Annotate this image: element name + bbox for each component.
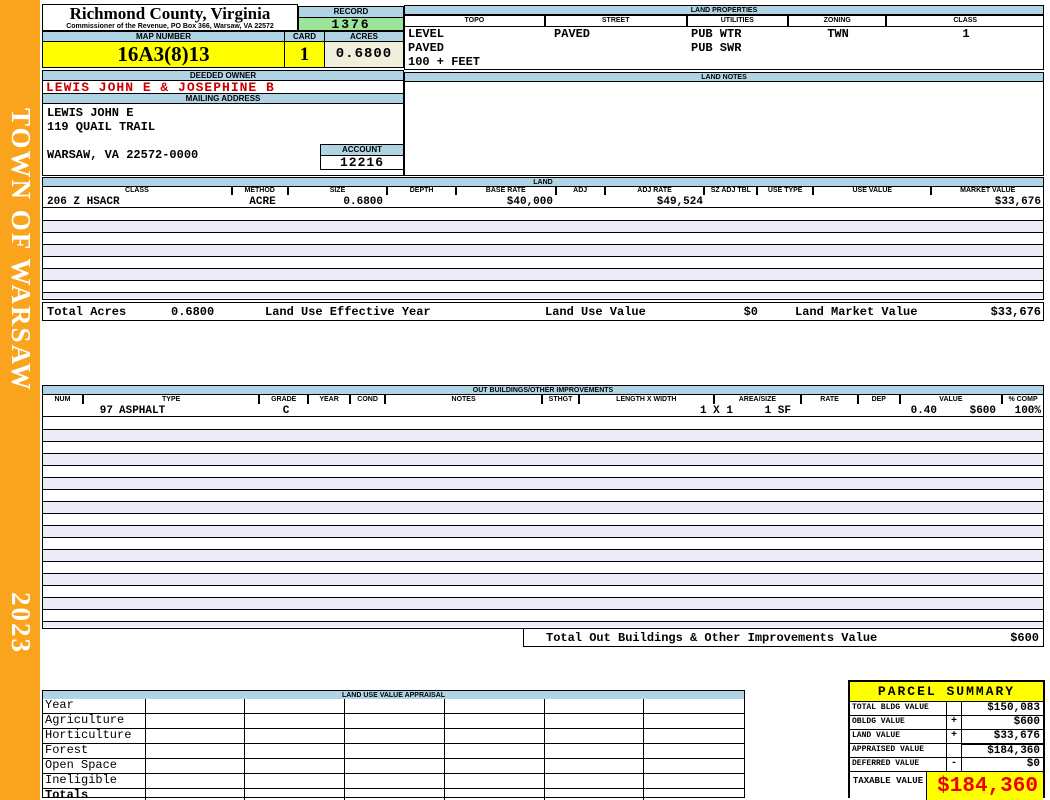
street-value: PAVED <box>554 27 591 41</box>
ps-row-value: $600 <box>1013 716 1040 728</box>
acres-value: 0.6800 <box>324 41 404 68</box>
ob-row-pct-comp: 100% <box>1014 405 1041 417</box>
land-use-value-label: Land Use Value <box>545 305 646 319</box>
parcel-summary: PARCEL SUMMARY TOTAL BLDG VALUE $150,083… <box>848 680 1045 800</box>
ps-row-label: TOTAL BLDG VALUE <box>850 702 947 715</box>
land-properties-title: LAND PROPERTIES <box>404 5 1044 15</box>
land-row-base-rate: $40,000 <box>506 196 553 208</box>
out-buildings-total-value: $600 <box>1010 631 1039 645</box>
appraisal-row-forest: Forest <box>43 744 744 759</box>
ps-row-label: LAND VALUE <box>850 730 947 743</box>
ps-row-value: $33,676 <box>993 730 1040 742</box>
land-row-market-value: $33,676 <box>994 196 1041 208</box>
mailing-line-3: WARSAW, VA 22572-0000 <box>47 148 199 162</box>
ps-row-label: DEFERRED VALUE <box>850 758 947 771</box>
land-market-value-label: Land Market Value <box>795 305 918 319</box>
land-properties-values: LEVEL PAVED 100 + FEET PAVED PUB WTR PUB… <box>404 26 1044 70</box>
parcel-summary-row: OBLDG VALUE + $600 <box>850 715 1043 729</box>
land-data-row: 206 Z HSACR ACRE 0.6800 $40,000 $49,524 … <box>43 195 1043 208</box>
land-empty-rows <box>43 209 1043 298</box>
out-buildings-total-label: Total Out Buildings & Other Improvements… <box>546 631 878 645</box>
appraisal-row-label: Totals <box>43 789 146 800</box>
topo-value-1: LEVEL <box>408 27 445 41</box>
land-table-body: 206 Z HSACR ACRE 0.6800 $40,000 $49,524 … <box>42 195 1044 300</box>
taxable-value-amount: $184,360 <box>937 775 1038 798</box>
out-buildings-empty-rows <box>43 418 1043 627</box>
county-header-box: Richmond County, Virginia Commissioner o… <box>42 4 298 31</box>
ob-row-num: 97 <box>99 405 113 417</box>
sidebar-town-title: TOWN OF WARSAW <box>6 108 36 393</box>
land-row-size: 0.6800 <box>343 196 383 208</box>
appraisal-row-totals: Totals <box>43 789 744 800</box>
taxable-value-label: TAXABLE VALUE <box>850 772 927 800</box>
out-buildings-header: NUM TYPE GRADE YEAR COND NOTES STHGT LEN… <box>42 394 1045 405</box>
land-use-value: $0 <box>743 305 758 319</box>
ps-row-value: $150,083 <box>987 702 1040 714</box>
out-buildings-total-row: Total Out Buildings & Other Improvements… <box>523 628 1044 647</box>
land-use-appraisal-table: Year Agriculture Horticulture Forest Ope… <box>42 699 745 800</box>
ps-row-value: $0 <box>1026 758 1040 770</box>
ps-row-op: + <box>947 716 962 729</box>
parcel-summary-row: DEFERRED VALUE - $0 <box>850 757 1043 771</box>
appraisal-row-label: Open Space <box>43 759 146 773</box>
ob-row-type: ASPHALT <box>119 405 166 417</box>
zoning-value: TWN <box>827 27 849 41</box>
utilities-value-1: PUB WTR <box>691 27 742 41</box>
parcel-summary-row: APPRAISED VALUE $184,360 <box>850 743 1043 757</box>
total-acres-value: 0.6800 <box>171 305 215 319</box>
land-notes-box <box>404 81 1044 176</box>
out-buildings-data-row: 97 ASPHALT C 1 X 1 1 SF 0.40 $600 100% <box>43 404 1043 417</box>
map-number-value: 16A3(8)13 <box>42 41 285 68</box>
sidebar-year: 2023 <box>6 592 36 654</box>
ps-row-op: - <box>947 758 962 771</box>
land-row-class: 206 Z HSACR <box>47 196 120 208</box>
ob-row-length-width: 1 X 1 <box>699 405 733 417</box>
mailing-line-1: LEWIS JOHN E <box>47 106 134 120</box>
county-title: Richmond County, Virginia <box>69 4 271 23</box>
appraisal-row-label: Forest <box>43 744 146 758</box>
appraisal-row-label: Ineligible <box>43 774 146 788</box>
card-value: 1 <box>284 41 325 68</box>
ps-row-value: $184,360 <box>962 744 1043 757</box>
land-row-method: ACRE <box>249 196 276 208</box>
utilities-value-2: PUB SWR <box>691 41 742 55</box>
parcel-summary-row: LAND VALUE + $33,676 <box>850 729 1043 743</box>
deeded-owner-value: LEWIS JOHN E & JOSEPHINE B <box>42 80 404 94</box>
appraisal-row-label: Agriculture <box>43 714 146 728</box>
ob-row-area-size: 1 SF <box>764 405 791 417</box>
ob-row-dep: 0.40 <box>910 405 937 417</box>
appraisal-row-agriculture: Agriculture <box>43 714 744 729</box>
parcel-summary-title: PARCEL SUMMARY <box>850 682 1043 701</box>
out-buildings-body: 97 ASPHALT C 1 X 1 1 SF 0.40 $600 100% <box>42 404 1044 629</box>
appraisal-row-ineligible: Ineligible <box>43 774 744 789</box>
ps-row-label: OBLDG VALUE <box>850 716 947 729</box>
mailing-line-2: 119 QUAIL TRAIL <box>47 120 156 134</box>
ob-row-value: $600 <box>969 405 996 417</box>
ob-row-grade: C <box>282 405 290 417</box>
appraisal-row-year: Year <box>43 699 744 714</box>
ps-row-op <box>947 744 962 757</box>
appraisal-row-horticulture: Horticulture <box>43 729 744 744</box>
topo-value-3: 100 + FEET <box>408 55 481 69</box>
ps-row-op: + <box>947 730 962 743</box>
record-value: 1376 <box>298 17 404 31</box>
topo-value-2: PAVED <box>408 41 445 55</box>
land-totals-row: Total Acres 0.6800 Land Use Effective Ye… <box>42 302 1044 321</box>
account-value: 12216 <box>320 155 404 170</box>
appraisal-row-open-space: Open Space <box>43 759 744 774</box>
total-acres-label: Total Acres <box>47 305 127 319</box>
ps-row-op <box>947 702 962 715</box>
land-market-value: $33,676 <box>990 305 1041 319</box>
land-row-adj-rate: $49,524 <box>656 196 703 208</box>
land-use-effective-year-label: Land Use Effective Year <box>265 305 431 319</box>
commissioner-line: Commissioner of the Revenue, PO Box 366,… <box>66 23 274 30</box>
ps-row-label: APPRAISED VALUE <box>850 744 947 757</box>
appraisal-row-label: Year <box>43 699 146 713</box>
parcel-summary-row: TOTAL BLDG VALUE $150,083 <box>850 701 1043 715</box>
taxable-value-row: TAXABLE VALUE $184,360 <box>850 771 1043 800</box>
sidebar-band: TOWN OF WARSAW 2023 <box>0 0 40 800</box>
class-value: 1 <box>962 27 970 41</box>
appraisal-row-label: Horticulture <box>43 729 146 743</box>
